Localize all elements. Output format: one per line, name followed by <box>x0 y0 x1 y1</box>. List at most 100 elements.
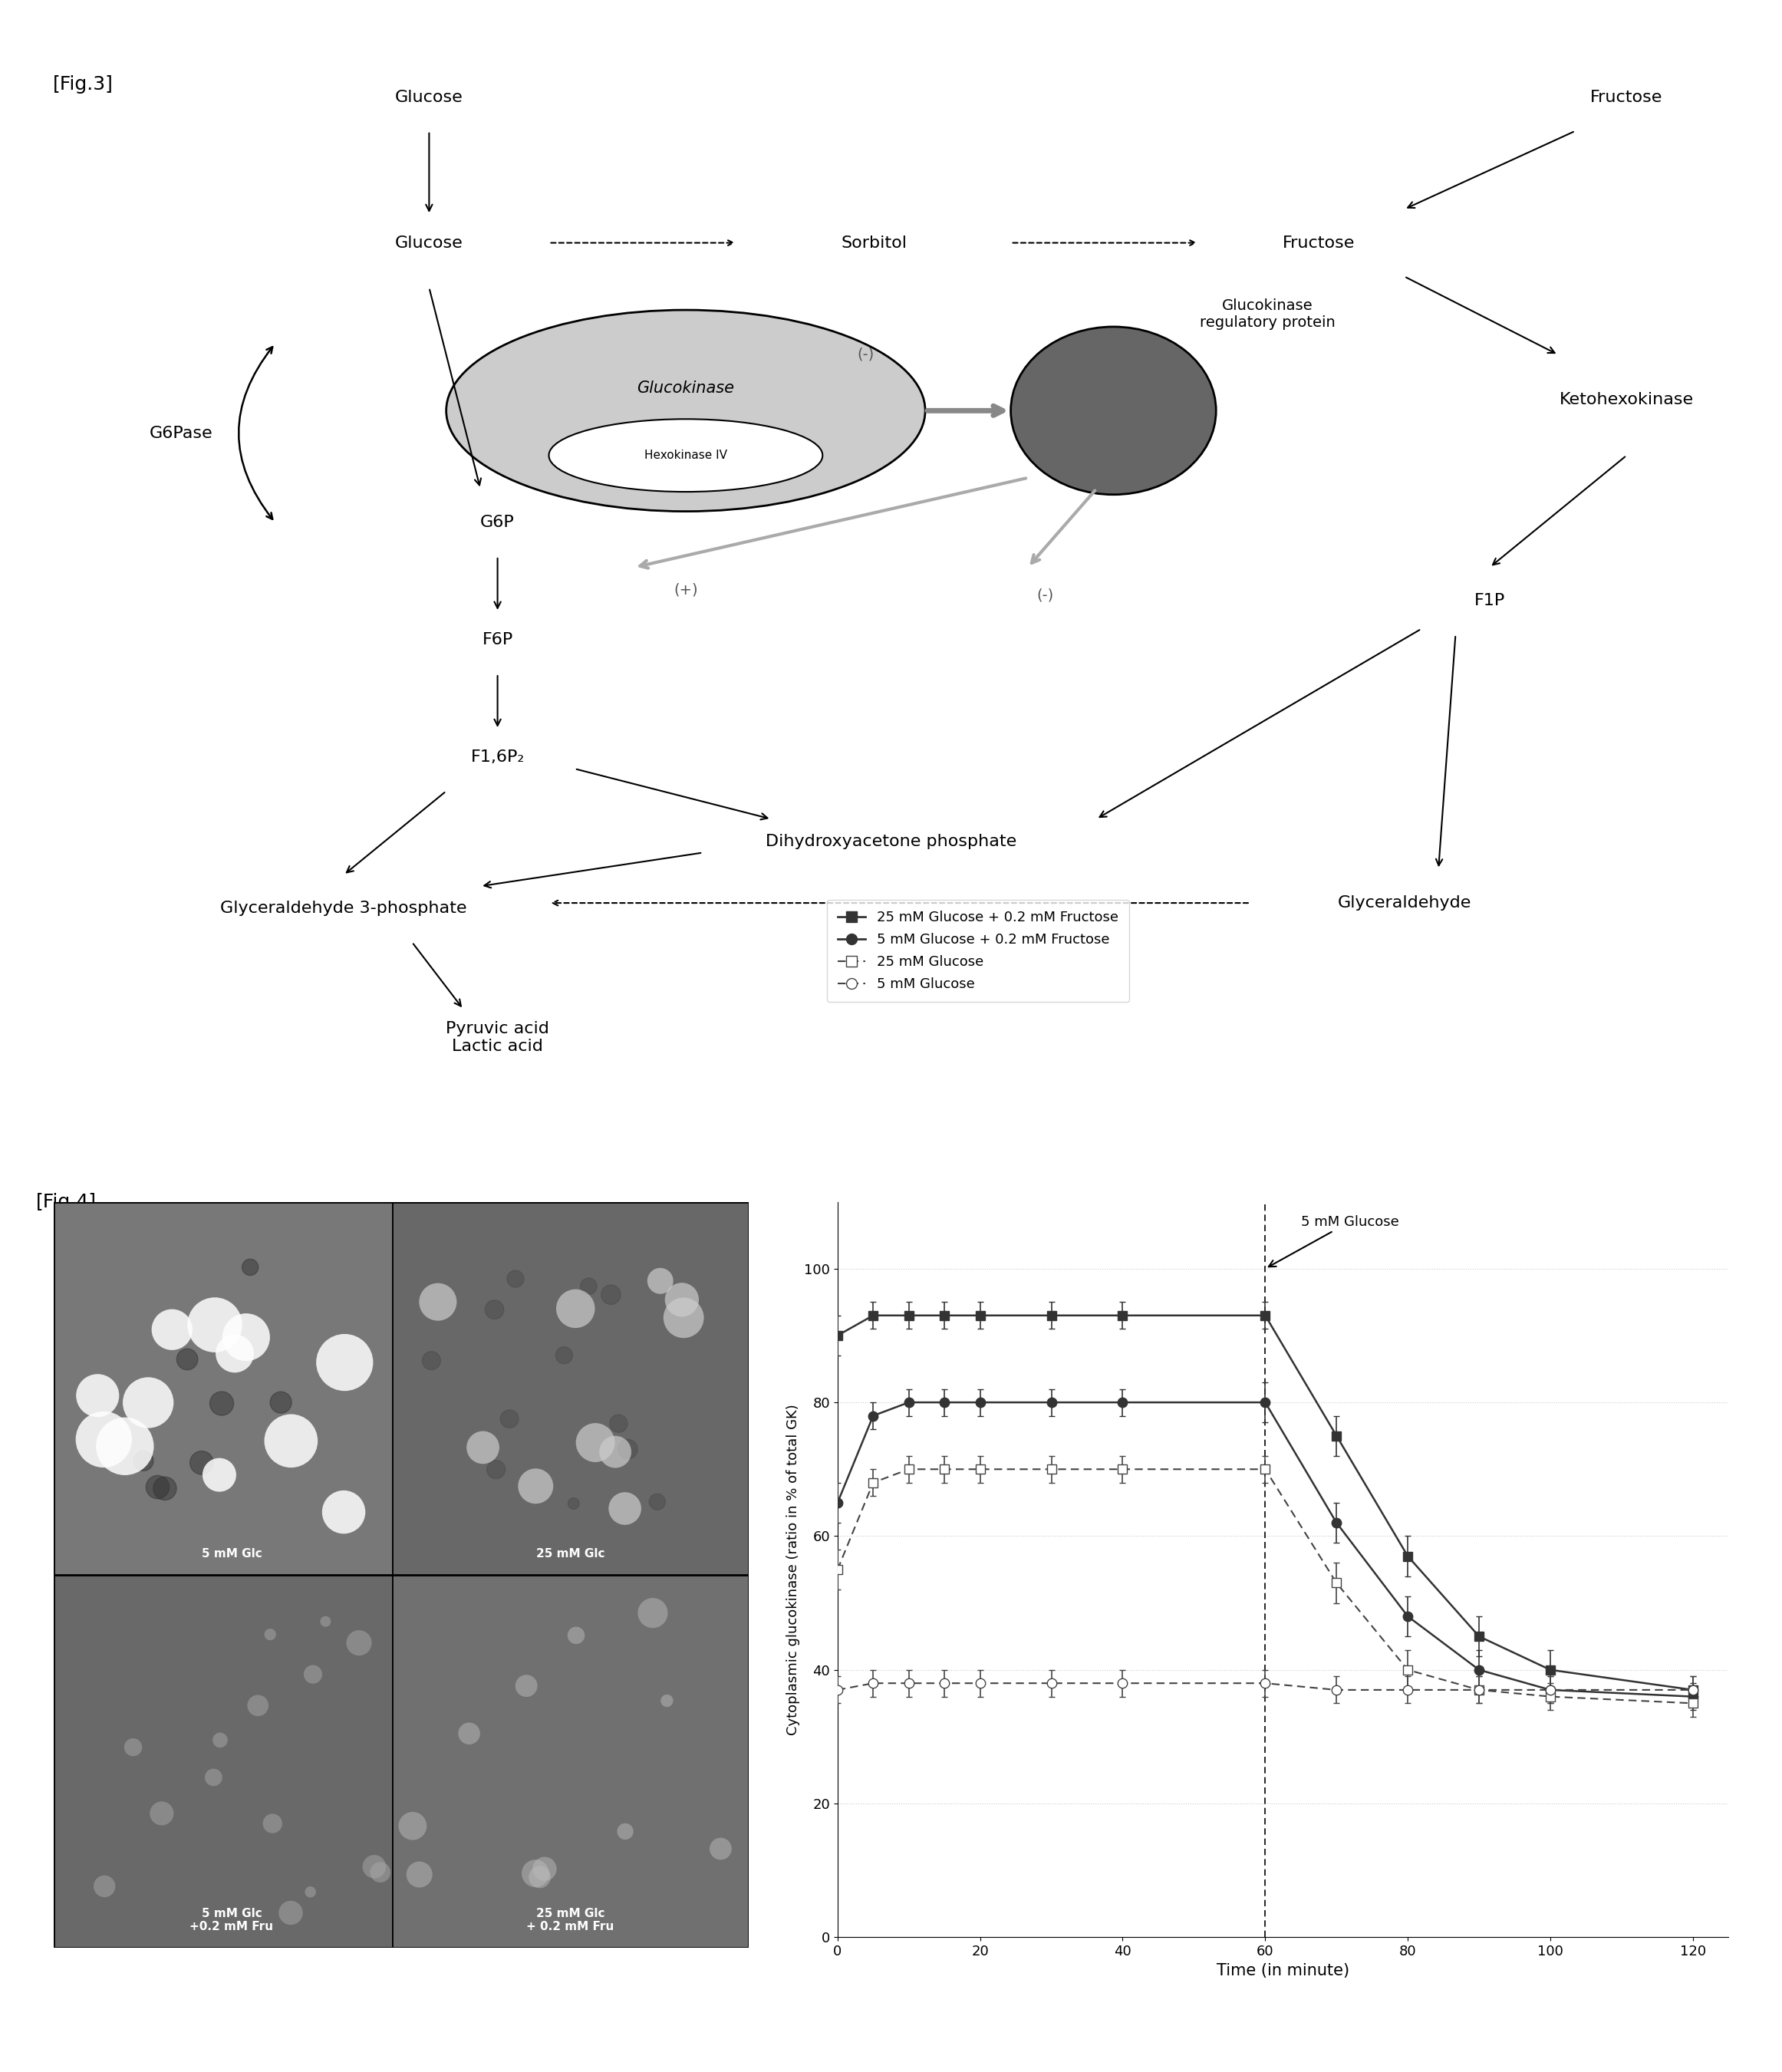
Text: G6P: G6P <box>481 514 515 530</box>
Point <box>561 1293 590 1326</box>
Point <box>134 1386 162 1419</box>
Point <box>200 1761 228 1794</box>
Legend: 25 mM Glucose + 0.2 mM Fructose, 5 mM Glucose + 0.2 mM Fructose, 25 mM Glucose, : 25 mM Glucose + 0.2 mM Fructose, 5 mM Gl… <box>827 899 1130 1003</box>
Point <box>296 1875 324 1908</box>
Point <box>221 1336 249 1370</box>
Point <box>522 1469 551 1502</box>
Point <box>581 1426 609 1459</box>
Point <box>84 1380 112 1413</box>
Point <box>424 1285 453 1318</box>
Point <box>643 1486 672 1519</box>
Point <box>511 1670 540 1703</box>
Point <box>638 1595 666 1629</box>
Point <box>143 1471 171 1504</box>
Point <box>89 1423 118 1457</box>
Point <box>597 1278 625 1312</box>
Point <box>299 1658 328 1691</box>
Point <box>454 1718 483 1751</box>
Text: (-): (-) <box>857 348 873 363</box>
Text: Dihydroxyacetone phosphate: Dihydroxyacetone phosphate <box>766 833 1016 850</box>
Point <box>531 1852 560 1886</box>
Point <box>187 1446 216 1479</box>
Point <box>232 1320 260 1353</box>
Point <box>601 1436 629 1469</box>
Point <box>276 1896 305 1929</box>
Point <box>647 1264 675 1297</box>
Text: F1P: F1P <box>1474 593 1506 609</box>
Point <box>244 1689 273 1722</box>
X-axis label: Time (in minute): Time (in minute) <box>1217 1962 1349 1979</box>
Ellipse shape <box>446 311 925 512</box>
Point <box>110 1430 139 1463</box>
Point <box>479 1293 508 1326</box>
Point <box>668 1283 697 1316</box>
Point <box>151 1471 180 1504</box>
Point <box>501 1262 529 1295</box>
Point <box>526 1861 554 1894</box>
Point <box>611 1492 640 1525</box>
Text: 25 mM Glc: 25 mM Glc <box>536 1548 604 1560</box>
Text: 5 mM Glucose: 5 mM Glucose <box>1269 1214 1399 1266</box>
Ellipse shape <box>1010 327 1215 495</box>
Text: (+): (+) <box>674 582 699 597</box>
Point <box>652 1685 681 1718</box>
Point <box>330 1496 358 1529</box>
Y-axis label: Cytoplasmic glucokinase (ratio in % of total GK): Cytoplasmic glucokinase (ratio in % of t… <box>786 1405 800 1734</box>
Point <box>173 1343 201 1376</box>
Point <box>257 1618 285 1651</box>
Text: Fructose: Fructose <box>1590 89 1663 106</box>
Point <box>574 1270 602 1303</box>
Point <box>670 1301 699 1334</box>
Point <box>207 1724 235 1757</box>
Point <box>613 1432 642 1465</box>
Point <box>481 1452 510 1486</box>
Point <box>267 1386 296 1419</box>
Point <box>520 1857 549 1890</box>
Text: [Fig.3]: [Fig.3] <box>53 75 114 93</box>
Text: 5 mM Glc: 5 mM Glc <box>201 1548 262 1560</box>
Text: Glyceraldehyde: Glyceraldehyde <box>1336 895 1472 912</box>
Point <box>205 1459 233 1492</box>
Point <box>365 1857 394 1890</box>
Text: Glucose: Glucose <box>396 89 463 106</box>
Text: Glucokinase: Glucokinase <box>636 381 734 396</box>
Point <box>312 1606 340 1639</box>
Point <box>276 1423 305 1457</box>
Point <box>258 1807 287 1840</box>
Text: F1,6P₂: F1,6P₂ <box>470 750 524 765</box>
Point <box>611 1815 640 1848</box>
Text: Pyruvic acid
Lactic acid: Pyruvic acid Lactic acid <box>446 1021 549 1055</box>
Point <box>551 1339 579 1372</box>
Text: 5 mM Glc
+0.2 mM Fru: 5 mM Glc +0.2 mM Fru <box>191 1908 273 1933</box>
Point <box>469 1432 497 1465</box>
Text: Fructose: Fructose <box>1283 234 1354 251</box>
Text: 25 mM Glc
+ 0.2 mM Fru: 25 mM Glc + 0.2 mM Fru <box>526 1908 615 1933</box>
Text: [Fig.4]: [Fig.4] <box>36 1193 96 1210</box>
Point <box>91 1869 119 1902</box>
Text: F6P: F6P <box>483 632 513 649</box>
Point <box>159 1314 187 1347</box>
Point <box>344 1627 372 1660</box>
Point <box>604 1407 633 1440</box>
Point <box>360 1850 388 1883</box>
Point <box>130 1444 159 1477</box>
Point <box>148 1796 176 1830</box>
Point <box>495 1403 524 1436</box>
Text: Glucose: Glucose <box>396 234 463 251</box>
Point <box>207 1386 235 1419</box>
Point <box>560 1488 588 1521</box>
Ellipse shape <box>549 419 823 491</box>
Point <box>561 1618 590 1651</box>
Point <box>706 1832 734 1865</box>
Text: Sorbitol: Sorbitol <box>841 234 907 251</box>
Text: Ketohexokinase: Ketohexokinase <box>1559 392 1693 408</box>
Text: Glyceraldehyde 3-phosphate: Glyceraldehyde 3-phosphate <box>221 901 467 916</box>
Text: Hexokinase IV: Hexokinase IV <box>645 450 727 462</box>
Text: (-): (-) <box>1037 588 1053 603</box>
Point <box>399 1809 428 1842</box>
Point <box>235 1251 264 1285</box>
Point <box>201 1307 230 1341</box>
Point <box>119 1730 148 1763</box>
Point <box>405 1859 433 1892</box>
Point <box>417 1345 446 1378</box>
